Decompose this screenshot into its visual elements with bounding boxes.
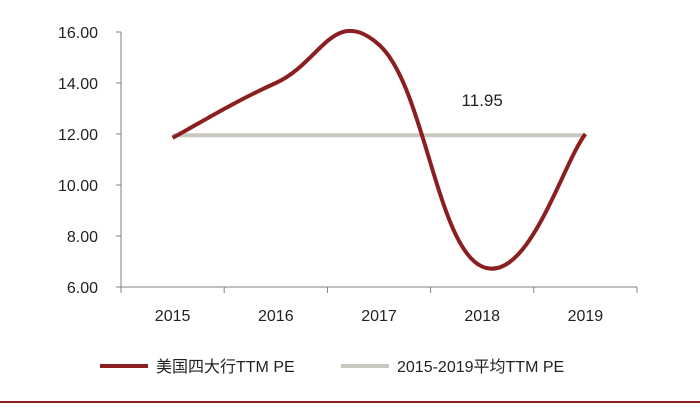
x-axis: 2015 2016 2017 2018 2019 [120, 286, 638, 325]
average-value-label: 11.95 [462, 91, 503, 110]
legend-item-bank-pe-label: 美国四大行TTM PE [156, 358, 295, 376]
x-tick-label: 2019 [568, 308, 604, 325]
x-tick-label: 2018 [464, 308, 500, 325]
series-line-bank-pe [171, 29, 587, 271]
y-tick-label: 12.00 [58, 127, 98, 144]
y-tick-label: 14.00 [58, 76, 98, 93]
y-axis: 6.00 8.00 10.00 12.00 14.00 16.00 [58, 25, 122, 297]
y-tick-label: 6.00 [67, 280, 98, 297]
x-tick-label: 2016 [258, 308, 294, 325]
legend: 美国四大行TTM PE 2015-2019平均TTM PE [100, 358, 564, 376]
y-tick-label: 10.00 [58, 178, 98, 195]
x-tick-label: 2017 [361, 308, 397, 325]
y-tick-label: 8.00 [67, 229, 98, 246]
legend-item-average-pe-label: 2015-2019平均TTM PE [397, 358, 564, 376]
series-layer [171, 29, 587, 271]
annotation-layer: 11.95 [462, 91, 503, 110]
y-tick-label: 16.00 [58, 25, 98, 42]
x-tick-label: 2015 [155, 308, 191, 325]
